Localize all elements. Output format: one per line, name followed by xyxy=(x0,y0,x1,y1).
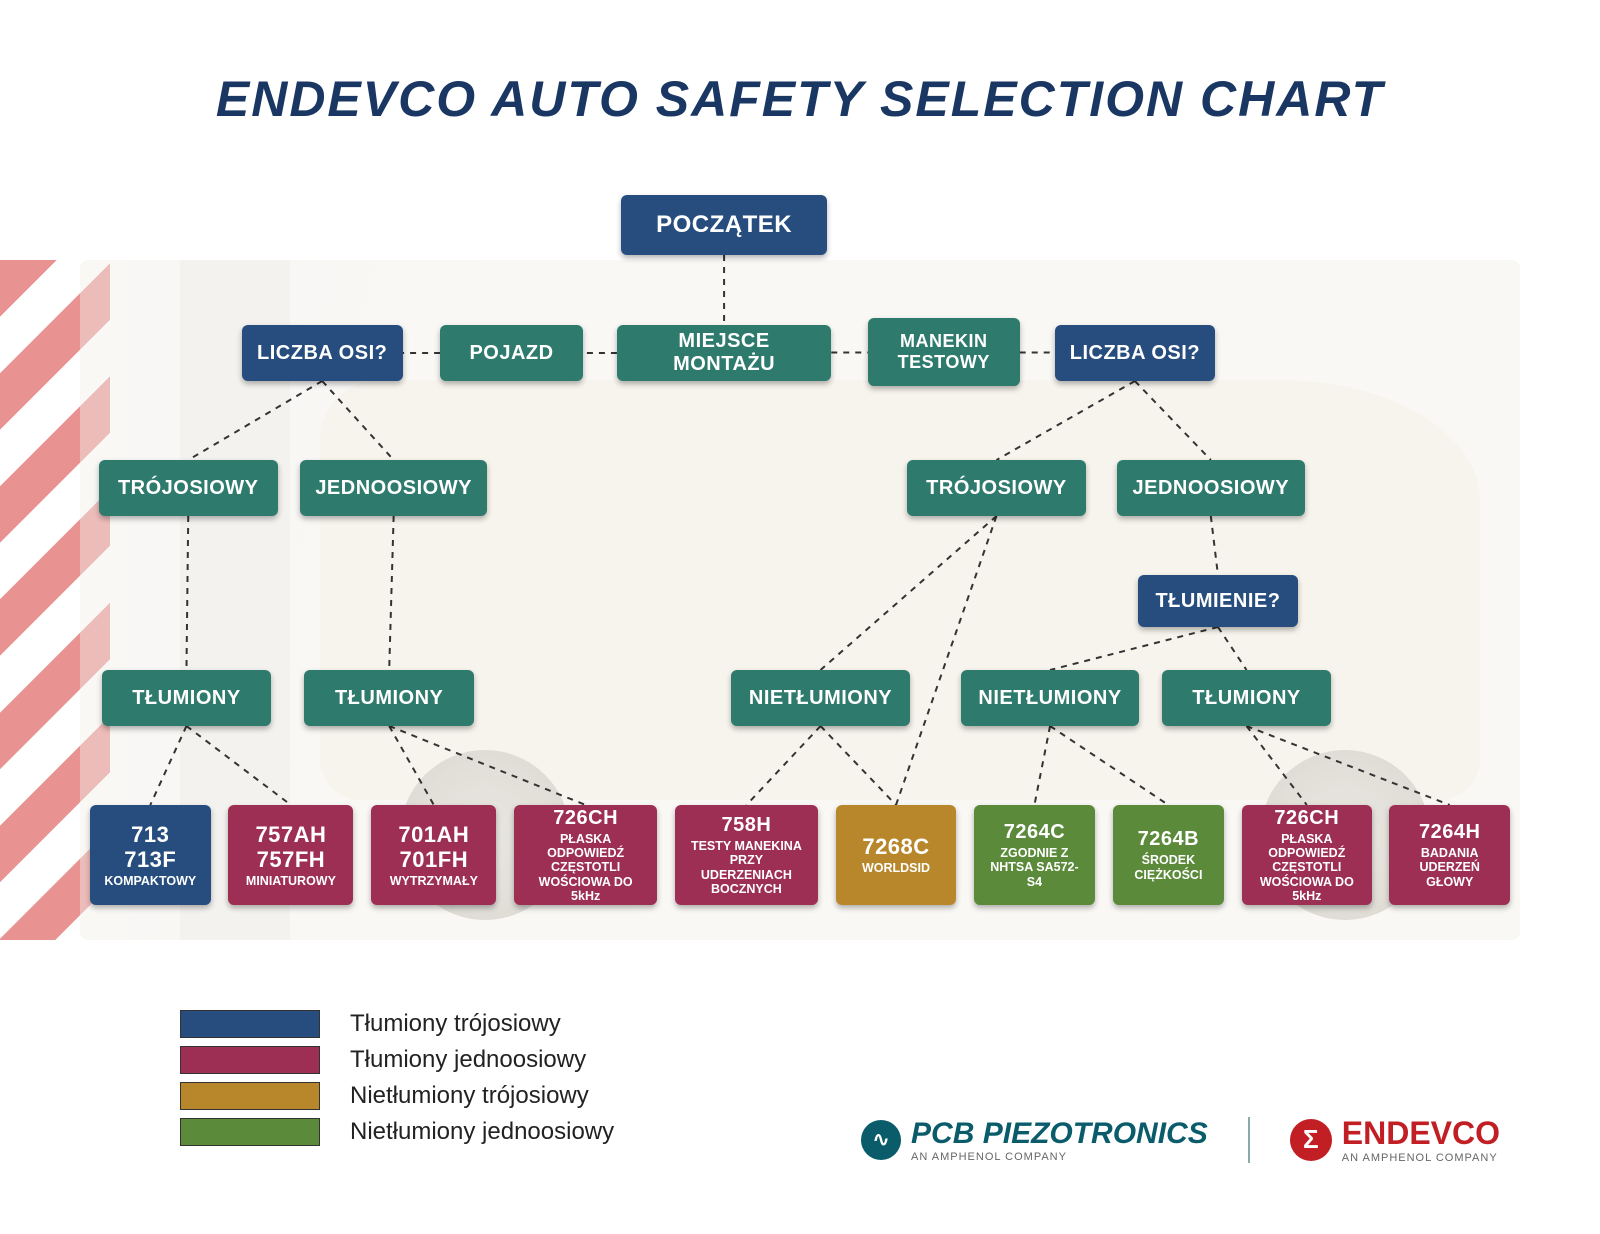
node-label: MIEJSCE MONTAŻU xyxy=(627,330,821,376)
node-sublabel: ŚRODEK CIĘŻKOŚCI xyxy=(1123,853,1215,882)
pcb-logo-name: PCB PIEZOTRONICS xyxy=(911,1117,1208,1151)
node-miejsce: MIEJSCE MONTAŻU xyxy=(617,325,831,381)
node-label: MANEKIN TESTOWY xyxy=(878,331,1010,372)
endevco-logo-name: ENDEVCO xyxy=(1342,1115,1500,1152)
endevco-logo: Σ ENDEVCO AN AMPHENOL COMPANY xyxy=(1290,1115,1500,1164)
node-troj_l: TRÓJOSIOWY xyxy=(99,460,278,516)
pcb-logo-tagline: AN AMPHENOL COMPANY xyxy=(911,1151,1208,1163)
legend-row: Tłumiony trójosiowy xyxy=(180,1010,614,1038)
node-sublabel: TESTY MANEKINA PRZY UDERZENIACH BOCZNYCH xyxy=(685,839,808,897)
node-label: TRÓJOSIOWY xyxy=(118,477,259,500)
pcb-logo-mark: ∿ xyxy=(861,1120,901,1160)
legend-swatch xyxy=(180,1082,320,1110)
node-label: 7264C xyxy=(1004,821,1065,844)
node-troj_r: TRÓJOSIOWY xyxy=(907,460,1086,516)
node-label: 7264H xyxy=(1419,821,1480,844)
node-label: LICZBA OSI? xyxy=(257,342,387,365)
node-p7264h: 7264HBADANIA UDERZEŃ GŁOWY xyxy=(1389,805,1510,905)
node-label: TŁUMIONY xyxy=(335,687,443,710)
node-sublabel: WYTRZYMAŁY xyxy=(390,874,478,888)
legend-row: Tłumiony jednoosiowy xyxy=(180,1046,614,1074)
node-tlum_l: TŁUMIONY xyxy=(102,670,272,726)
legend-label: Nietłumiony trójosiowy xyxy=(350,1082,589,1110)
node-label: 726CH xyxy=(1274,807,1339,830)
node-p7268: 7268C WORLDSID xyxy=(836,805,957,905)
node-label: 7268C xyxy=(862,834,929,859)
node-label: 757AH757FH xyxy=(255,822,326,873)
node-p757: 757AH757FHMINIATUROWY xyxy=(228,805,353,905)
node-label: JEDNOOSIOWY xyxy=(315,477,472,500)
node-sublabel: KOMPAKTOWY xyxy=(104,874,196,888)
node-label: TŁUMIONY xyxy=(132,687,240,710)
node-label: TRÓJOSIOWY xyxy=(926,477,1067,500)
node-jedn_l: JEDNOOSIOWY xyxy=(300,460,488,516)
node-label: TŁUMIONY xyxy=(1192,687,1300,710)
node-p758: 758HTESTY MANEKINA PRZY UDERZENIACH BOCZ… xyxy=(675,805,818,905)
legend: Tłumiony trójosiowy Tłumiony jednoosiowy N… xyxy=(180,1010,614,1154)
legend-row: Nietłumiony jednoosiowy xyxy=(180,1118,614,1146)
legend-label: Tłumiony jednoosiowy xyxy=(350,1046,586,1074)
node-label: 7264B xyxy=(1138,828,1199,851)
node-label: POJAZD xyxy=(469,342,553,365)
node-label: TŁUMIENIE? xyxy=(1155,590,1280,613)
legend-label: Nietłumiony jednoosiowy xyxy=(350,1118,614,1146)
node-sublabel: PŁASKA ODPOWIEDŹ CZĘSTOTLI WOŚCIOWA DO 5… xyxy=(524,832,647,904)
node-sublabel: BADANIA UDERZEŃ GŁOWY xyxy=(1399,846,1500,889)
node-label: 713713F xyxy=(124,822,176,873)
node-tlum_l2: TŁUMIONY xyxy=(304,670,474,726)
footer-logos: ∿ PCB PIEZOTRONICS AN AMPHENOL COMPANY Σ… xyxy=(760,1115,1500,1164)
node-sublabel: WORLDSID xyxy=(862,861,930,875)
node-start: POCZĄTEK xyxy=(621,195,826,255)
node-sublabel: ZGODNIE Z NHTSA SA572-S4 xyxy=(984,846,1085,889)
node-label: POCZĄTEK xyxy=(656,211,792,239)
chart-title: ENDEVCO AUTO SAFETY SELECTION CHART xyxy=(0,70,1600,128)
pcb-logo: ∿ PCB PIEZOTRONICS AN AMPHENOL COMPANY xyxy=(861,1117,1250,1163)
node-liczba_r: LICZBA OSI? xyxy=(1055,325,1216,381)
legend-swatch xyxy=(180,1010,320,1038)
node-label: 701AH701FH xyxy=(398,822,469,873)
node-jedn_r: JEDNOOSIOWY xyxy=(1117,460,1305,516)
node-sublabel: MINIATUROWY xyxy=(246,874,336,888)
node-label: NIETŁUMIONY xyxy=(978,687,1121,710)
legend-label: Tłumiony trójosiowy xyxy=(350,1010,561,1038)
node-label: LICZBA OSI? xyxy=(1070,342,1200,365)
node-p7264c: 7264CZGODNIE Z NHTSA SA572-S4 xyxy=(974,805,1095,905)
node-label: NIETŁUMIONY xyxy=(749,687,892,710)
legend-row: Nietłumiony trójosiowy xyxy=(180,1082,614,1110)
node-p7264b: 7264BŚRODEK CIĘŻKOŚCI xyxy=(1113,805,1225,905)
node-sublabel: PŁASKA ODPOWIEDŹ CZĘSTOTLI WOŚCIOWA DO 5… xyxy=(1252,832,1361,904)
node-tlum_r: TŁUMIONY xyxy=(1162,670,1332,726)
node-nietl_m: NIETŁUMIONY xyxy=(731,670,910,726)
endevco-logo-tagline: AN AMPHENOL COMPANY xyxy=(1342,1152,1500,1164)
node-label: JEDNOOSIOWY xyxy=(1132,477,1289,500)
node-p726_l: 726CHPŁASKA ODPOWIEDŹ CZĘSTOTLI WOŚCIOWA… xyxy=(514,805,657,905)
node-p726_r: 726CHPŁASKA ODPOWIEDŹ CZĘSTOTLI WOŚCIOWA… xyxy=(1242,805,1371,905)
node-manekin: MANEKIN TESTOWY xyxy=(868,318,1020,386)
node-tlumienie_q: TŁUMIENIE? xyxy=(1138,575,1299,627)
legend-swatch xyxy=(180,1118,320,1146)
node-nietl_r: NIETŁUMIONY xyxy=(961,670,1140,726)
node-label: 758H xyxy=(721,814,771,837)
node-label: 726CH xyxy=(553,807,618,830)
node-p713: 713713FKOMPAKTOWY xyxy=(90,805,211,905)
node-pojazd: POJAZD xyxy=(440,325,583,381)
node-p701: 701AH701FHWYTRZYMAŁY xyxy=(371,805,496,905)
endevco-logo-mark: Σ xyxy=(1290,1119,1332,1161)
legend-swatch xyxy=(180,1046,320,1074)
node-liczba_l: LICZBA OSI? xyxy=(242,325,403,381)
